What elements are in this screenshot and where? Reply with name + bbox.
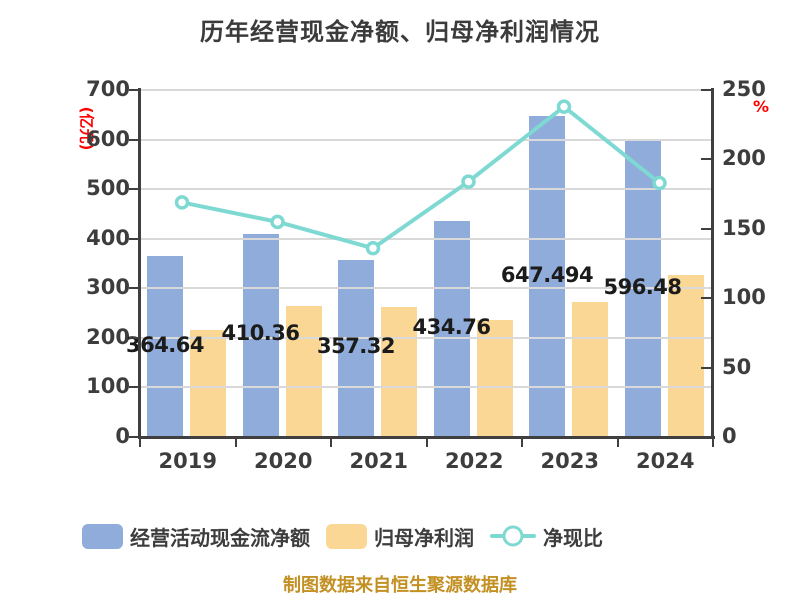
profit-bar <box>285 305 322 437</box>
ratio-marker <box>652 175 667 191</box>
x-axis-year-label: 2019 <box>158 449 217 473</box>
right-axis-tick <box>701 366 711 369</box>
legend-label-ratio: 净现比 <box>543 525 603 550</box>
left-axis-tick <box>129 89 138 91</box>
gridline <box>140 336 713 339</box>
profit-bar <box>572 302 608 437</box>
gridline <box>140 89 713 91</box>
cash-bar-value-label: 357.32 <box>316 334 396 359</box>
left-axis-tick-label: 600 <box>86 126 130 151</box>
left-axis-tick <box>129 188 138 191</box>
left-axis-tick-label: 100 <box>86 374 130 399</box>
right-axis-unit-label: % <box>753 97 770 116</box>
profit-bar <box>190 330 226 437</box>
x-axis-tick <box>330 438 332 447</box>
right-axis-tick-label: 250 <box>722 77 766 101</box>
x-axis-line <box>137 436 715 439</box>
gridline <box>140 188 713 191</box>
left-axis-tick-label: 200 <box>86 324 130 349</box>
legend-item-profit: 归母净利润 <box>326 522 474 551</box>
x-axis-tick <box>139 438 141 447</box>
cash-bar-swatch-icon <box>82 523 123 549</box>
cash-bar <box>529 116 565 437</box>
left-axis-tick-label: 0 <box>115 424 130 448</box>
x-axis-tick <box>425 438 428 447</box>
ratio-marker <box>174 195 190 210</box>
ratio-marker <box>365 240 381 256</box>
source-note: 制图数据来自恒生聚源数据库 <box>283 575 517 596</box>
cash-bar-value-label: 596.48 <box>603 275 682 300</box>
right-axis-tick-label: 0 <box>722 424 737 448</box>
left-axis-tick-label: 700 <box>86 77 130 101</box>
left-axis-tick-label: 300 <box>86 275 130 300</box>
profit-bar <box>381 306 417 437</box>
cash-bar <box>242 233 279 437</box>
left-axis-tick <box>129 436 138 438</box>
gridline <box>140 237 713 240</box>
ratio-marker <box>270 214 285 230</box>
profit-bar <box>667 275 704 437</box>
cash-bar <box>338 259 374 437</box>
right-axis-tick <box>701 436 711 438</box>
left-axis-line <box>137 88 141 439</box>
gridline <box>140 386 713 389</box>
ratio-line-marker-icon <box>490 525 536 547</box>
right-axis-tick-label: 50 <box>722 354 752 379</box>
left-axis-tick <box>129 386 138 389</box>
left-axis-tick-label: 500 <box>86 176 130 201</box>
gridline <box>140 138 713 141</box>
x-axis-year-label: 2021 <box>349 449 408 473</box>
left-axis-tick <box>129 287 138 290</box>
profit-bar <box>476 320 513 437</box>
ratio-marker <box>556 99 572 114</box>
cash-bar-value-label: 434.76 <box>412 315 491 340</box>
right-axis-line <box>711 88 714 439</box>
legend-item-cash: 经营活动现金流净额 <box>82 522 310 551</box>
cash-bar <box>147 256 183 437</box>
right-axis-tick <box>701 158 711 161</box>
cash-bar <box>433 221 470 437</box>
chart-title: 历年经营现金净额、归母净利润情况 <box>200 18 600 46</box>
left-axis-tick <box>129 138 138 141</box>
right-axis-tick-label: 100 <box>722 285 766 310</box>
ratio-line <box>181 104 661 251</box>
x-axis-year-label: 2023 <box>540 449 599 473</box>
right-axis-tick <box>701 89 711 91</box>
x-axis-tick <box>712 438 714 447</box>
cash-bar-value-label: 647.494 <box>500 262 594 287</box>
right-axis-tick-label: 150 <box>722 215 766 240</box>
legend-label-cash: 经营活动现金流净额 <box>130 525 310 550</box>
x-axis-year-label: 2022 <box>445 449 504 473</box>
left-axis-tick <box>129 237 138 240</box>
profit-bar-swatch-icon <box>326 523 367 549</box>
right-axis-tick-label: 200 <box>722 146 766 171</box>
left-axis-tick <box>129 336 138 339</box>
x-axis-year-label: 2024 <box>636 449 695 473</box>
right-axis-tick <box>701 227 711 230</box>
x-axis-tick <box>616 438 619 447</box>
x-axis-year-label: 2020 <box>254 449 313 473</box>
legend-item-ratio: 净现比 <box>490 522 603 551</box>
cash-bar-value-label: 410.36 <box>221 321 300 346</box>
legend-label-profit: 归母净利润 <box>374 525 474 550</box>
right-axis-tick <box>701 297 711 300</box>
legend: 经营活动现金流净额 归母净利润 净现比 <box>82 519 603 553</box>
gridline <box>140 287 713 290</box>
left-axis-tick-label: 400 <box>86 225 130 250</box>
x-axis-tick <box>234 438 237 447</box>
ratio-marker <box>461 174 476 189</box>
x-axis-tick <box>521 438 523 447</box>
